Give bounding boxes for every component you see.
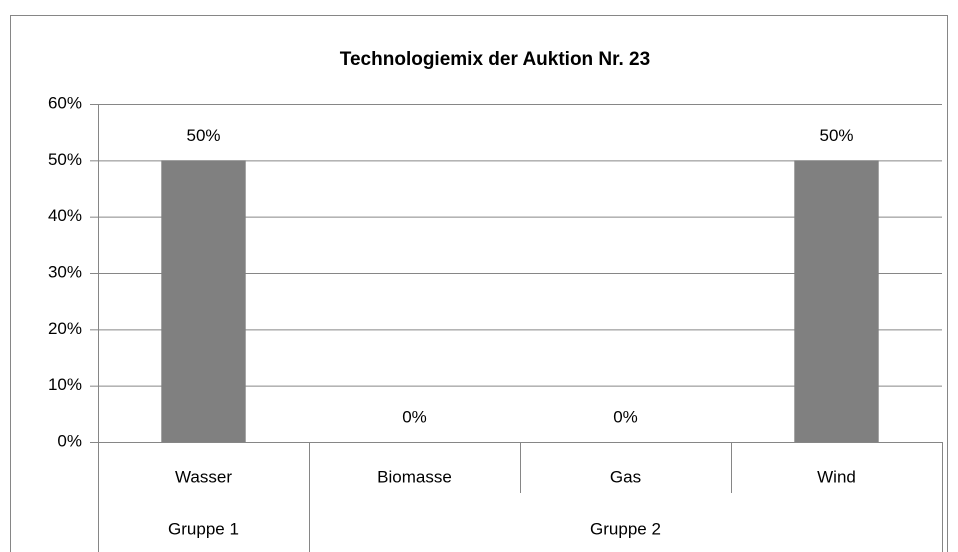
data-label: 0% — [402, 407, 427, 426]
y-tick-label: 20% — [48, 319, 82, 338]
x-tick-label: Biomasse — [377, 467, 452, 486]
bar — [161, 160, 246, 443]
y-tick-label: 60% — [48, 93, 82, 112]
group-label: Gruppe 2 — [590, 519, 661, 538]
bar — [794, 160, 879, 443]
x-tick-label: Wind — [817, 467, 856, 486]
chart-title: Technologiemix der Auktion Nr. 23 — [340, 49, 650, 70]
group-label: Gruppe 1 — [168, 519, 239, 538]
data-label: 50% — [819, 126, 853, 145]
data-label: 50% — [186, 126, 220, 145]
x-tick-label: Wasser — [175, 467, 232, 486]
y-tick-label: 50% — [48, 150, 82, 169]
y-tick-label: 10% — [48, 375, 82, 394]
data-label: 0% — [613, 407, 638, 426]
x-tick-label: Gas — [610, 467, 641, 486]
y-tick-label: 40% — [48, 206, 82, 225]
y-tick-label: 30% — [48, 262, 82, 281]
y-tick-label: 0% — [57, 431, 82, 450]
